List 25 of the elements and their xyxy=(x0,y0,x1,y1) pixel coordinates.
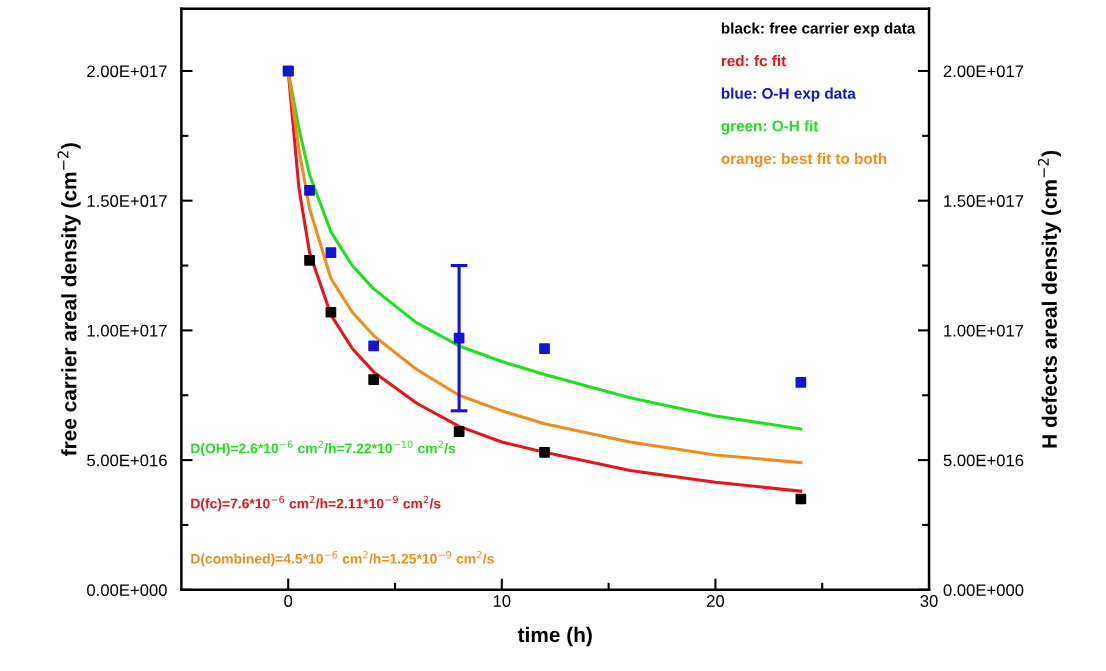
text: D(OH)=2.6*10$^{−6}$ cm$^{2}$/h=7.22*10$^{−10}$ cm$^{2}$/s xyxy=(191,440,456,457)
y2-tick-label: 2.00E+017 xyxy=(943,65,1024,78)
text: orange: best fit to both xyxy=(721,152,887,168)
y-tick-label: 1.00E+017 xyxy=(87,324,167,337)
text: black: free carrier exp data xyxy=(721,22,916,37)
y2-tick-label: 1.00E+017 xyxy=(944,324,1024,337)
x-axis-title: time (h) xyxy=(517,626,592,647)
text: red: fc fit xyxy=(721,55,786,67)
y-axis-title: free carrier areal density (cm$^{−2}$) xyxy=(57,143,81,456)
text: green: O-H fit xyxy=(721,120,819,135)
text: blue: O-H exp data xyxy=(721,87,856,102)
y-tick-label: 2.00E+017 xyxy=(87,65,167,78)
y-tick-label: 0.00E+000 xyxy=(87,584,167,597)
text: D(combined)=4.5*10$^{−6}$ cm$^{2}$/h=1.25*10$^{−9}$ cm$^{2}$/s xyxy=(191,551,494,567)
y-tick-label: 1.50E+017 xyxy=(87,195,167,207)
y2-tick-label: 5.00E+016 xyxy=(943,454,1024,467)
x-tick-label: 0 xyxy=(284,595,293,607)
x-tick-label: 20 xyxy=(706,595,725,607)
y-tick-label: 5.00E+016 xyxy=(87,454,167,467)
x-tick-label: 10 xyxy=(493,595,511,607)
y2-axis-title: H defects areal density (cm$^{−2}$) xyxy=(1037,150,1062,448)
y2-tick-label: 0.00E+000 xyxy=(943,584,1024,597)
x-tick-label: 30 xyxy=(920,595,938,607)
text: D(fc)=7.6*10$^{−6}$ cm$^{2}$/h=2.11*10$^{−9}$ cm$^{2}$/s xyxy=(191,495,441,512)
y2-tick-label: 1.50E+017 xyxy=(944,195,1024,207)
